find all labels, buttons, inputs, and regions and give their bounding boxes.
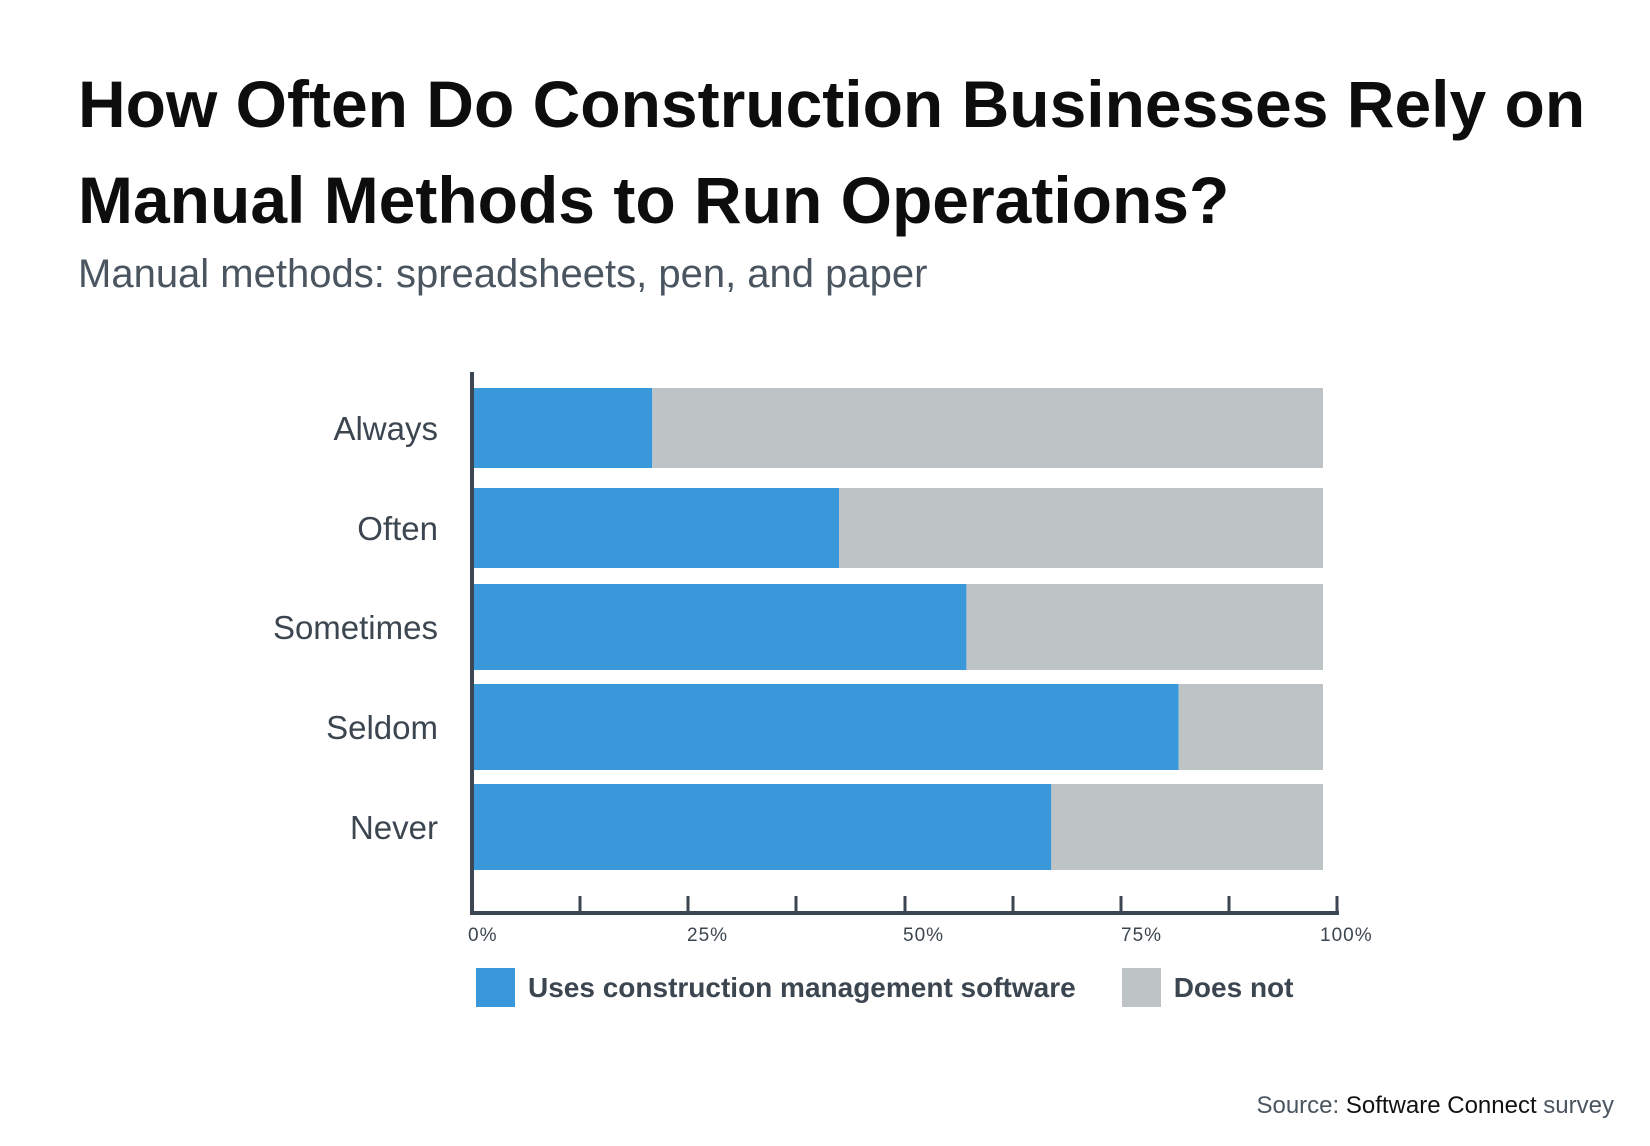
- legend-item-software: Uses construction management software: [476, 968, 1076, 1007]
- bar-often-software: [474, 488, 840, 568]
- tick-labels: 0% 25% 50% 75% 100%: [468, 925, 1373, 946]
- category-label-always: Always: [333, 410, 438, 447]
- bar-always-software: [474, 388, 653, 468]
- category-label-never: Never: [350, 809, 438, 846]
- x-tick-label-3: 75%: [1121, 925, 1162, 946]
- x-tick-label-2: 50%: [903, 925, 944, 946]
- axes-group: [470, 372, 1339, 915]
- source-suffix: survey: [1536, 1092, 1614, 1119]
- bar-seldom-does-not: [1178, 684, 1323, 770]
- category-labels: Always Often Sometimes Seldom Never: [273, 410, 438, 846]
- bar-never-does-not: [1051, 784, 1323, 870]
- source-name: Software Connect: [1345, 1092, 1537, 1119]
- legend-label-does-not: Does not: [1173, 971, 1294, 1003]
- bar-seldom-software: [474, 684, 1179, 770]
- bars-group: [474, 388, 1323, 870]
- chart-subtitle: Manual methods: spreadsheets, pen, and p…: [78, 252, 928, 296]
- legend: Uses construction management software Do…: [476, 968, 1339, 1007]
- x-tick-label-1: 25%: [687, 925, 728, 946]
- source-prefix: Source:: [1256, 1092, 1346, 1119]
- bar-never-software: [474, 784, 1052, 870]
- category-label-often: Often: [357, 510, 438, 547]
- source-note: Source: Software Connect survey: [1256, 1092, 1614, 1120]
- x-tick-label-4: 100%: [1320, 925, 1373, 946]
- category-label-seldom: Seldom: [326, 709, 438, 746]
- legend-label-software: Uses construction management software: [528, 971, 1076, 1003]
- bar-sometimes-does-not: [966, 584, 1323, 670]
- legend-item-does-not: Does not: [1121, 968, 1294, 1007]
- bar-always-does-not: [652, 388, 1323, 468]
- bar-often-does-not: [839, 488, 1323, 568]
- x-tick-label-0: 0%: [468, 925, 497, 946]
- bar-sometimes-software: [474, 584, 967, 670]
- category-label-sometimes: Sometimes: [273, 609, 438, 646]
- chart-title: How Often Do Construction Businesses Rel…: [78, 67, 1586, 237]
- legend-swatch-software: [476, 968, 515, 1007]
- legend-swatch-does-not: [1121, 968, 1161, 1007]
